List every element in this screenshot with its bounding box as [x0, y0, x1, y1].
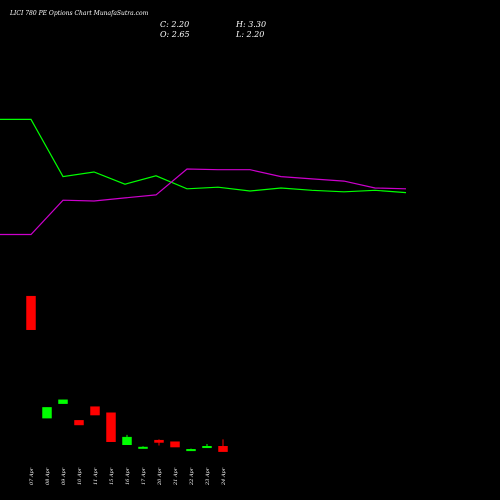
candles	[26, 295, 228, 452]
candle-16-apr	[122, 434, 132, 446]
low-readout: L: 2.20	[235, 30, 264, 39]
x-tick-label: 15 Apr	[109, 467, 115, 485]
candle-body	[58, 399, 68, 404]
x-tick-label: 22 Apr	[189, 467, 195, 486]
x-axis-ticks: 07 Apr 08 Apr 09 Apr 10 Apr 11 Apr 15 Apr 16 A…	[29, 467, 227, 486]
x-tick-label: 11 Apr	[93, 467, 99, 485]
open-readout: O: 2.65	[160, 30, 190, 39]
x-tick-label: 17 Apr	[141, 467, 147, 485]
candle-10-apr	[74, 420, 84, 426]
candle-21-apr	[170, 441, 180, 448]
x-tick-label: 10 Apr	[77, 467, 83, 485]
candle-11-apr	[90, 406, 100, 416]
candle-body	[122, 436, 132, 446]
x-tick-label: 24 Apr	[221, 467, 227, 486]
x-tick-label: 23 Apr	[205, 467, 211, 486]
candle-22-apr	[186, 448, 196, 452]
candle-body	[138, 446, 148, 449]
candle-09-apr	[58, 399, 68, 404]
close-readout: C: 2.20	[160, 20, 189, 29]
candle-body	[106, 412, 116, 442]
overlay-line-1	[0, 118, 407, 194]
x-tick-label: 20 Apr	[157, 467, 163, 486]
candle-body	[42, 407, 52, 419]
candle-17-apr	[138, 446, 148, 449]
candle-body	[186, 449, 196, 452]
candle-body	[90, 406, 100, 416]
candle-body	[154, 439, 164, 443]
candle-08-apr	[42, 407, 52, 419]
overlay-lines	[0, 118, 407, 236]
candle-20-apr	[154, 439, 164, 446]
candle-body	[74, 420, 84, 426]
candle-23-apr	[202, 444, 212, 449]
candle-body	[26, 295, 36, 330]
overlay-line-2	[0, 168, 407, 236]
candle-07-apr	[26, 295, 36, 330]
x-tick-label: 08 Apr	[45, 467, 51, 485]
x-tick-label: 21 Apr	[173, 467, 179, 486]
x-tick-label: 09 Apr	[61, 467, 67, 485]
chart-title: LICI 780 PE Options Chart MunafaSutra.co…	[9, 10, 149, 17]
candle-15-apr	[106, 412, 116, 442]
x-tick-label: 07 Apr	[29, 467, 35, 485]
candle-body	[202, 446, 212, 449]
candle-body	[218, 446, 228, 452]
x-tick-label: 16 Apr	[125, 467, 131, 485]
candle-24-apr	[218, 439, 228, 452]
candle-body	[170, 441, 180, 448]
high-readout: H: 3.30	[235, 20, 266, 29]
